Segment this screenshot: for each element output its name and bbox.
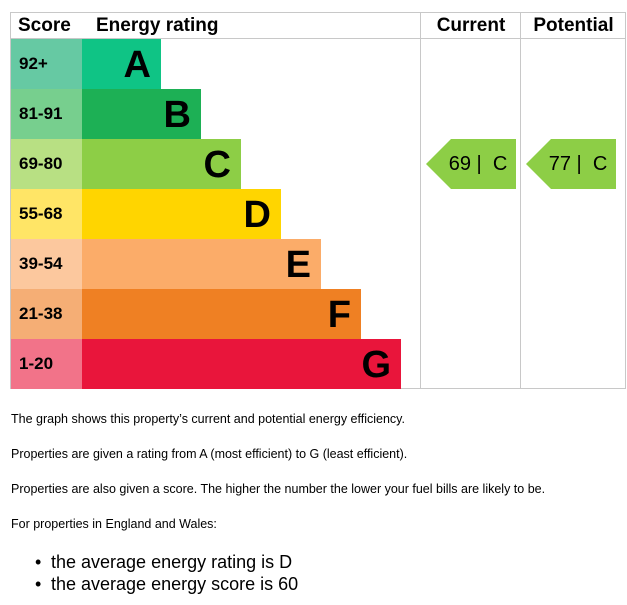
header-potential: Potential <box>533 15 614 36</box>
note-score: Properties are also given a score. The h… <box>11 482 546 496</box>
band-letter: B <box>163 94 191 136</box>
band-bar: E <box>82 239 321 289</box>
band-bar: B <box>82 89 201 139</box>
band-letter: G <box>361 344 391 386</box>
note-graph: The graph shows this property’s current … <box>11 412 405 426</box>
band-bar: D <box>82 189 281 239</box>
potential-rating-arrow: 77 | C <box>526 139 616 189</box>
band-bar: C <box>82 139 241 189</box>
band-score-range: 55-68 <box>11 189 82 239</box>
current-rating-arrow: 69 | C <box>426 139 516 189</box>
average-score-text: the average energy score is 60 <box>51 574 299 594</box>
header-score: Score <box>18 15 71 36</box>
divider-potential <box>520 12 521 389</box>
current-rating-label: 69 | C <box>448 153 508 175</box>
energy-rating-chart: Score Energy rating Current Potential 92… <box>10 12 626 389</box>
band-score-range: 81-91 <box>11 89 82 139</box>
note-rating-range: Properties are given a rating from A (mo… <box>11 447 408 461</box>
band-bar: G <box>82 339 401 389</box>
potential-rating-label: 77 | C <box>548 153 608 175</box>
average-rating-text: the average energy rating is D <box>51 552 293 572</box>
band-letter: A <box>123 44 151 86</box>
note-england-wales: For properties in England and Wales: <box>11 517 217 531</box>
band-letter: D <box>243 194 271 236</box>
divider-current <box>420 12 421 389</box>
average-score-item: • the average energy score is 60 <box>35 574 299 594</box>
band-score-range: 69-80 <box>11 139 82 189</box>
band-score-range: 92+ <box>11 39 82 89</box>
header-current: Current <box>436 15 506 36</box>
averages-list: • the average energy rating is D • the ave… <box>11 551 298 595</box>
band-score-range: 1-20 <box>11 339 82 389</box>
band-letter: F <box>327 294 351 336</box>
band-bar: F <box>82 289 361 339</box>
band-bar: A <box>82 39 161 89</box>
header-energy-rating: Energy rating <box>96 15 219 36</box>
band-letter: E <box>285 244 311 286</box>
average-rating-item: • the average energy rating is D <box>35 552 293 572</box>
header-divider <box>10 38 626 39</box>
band-letter: C <box>203 144 231 186</box>
band-score-range: 39-54 <box>11 239 82 289</box>
band-score-range: 21-38 <box>11 289 82 339</box>
